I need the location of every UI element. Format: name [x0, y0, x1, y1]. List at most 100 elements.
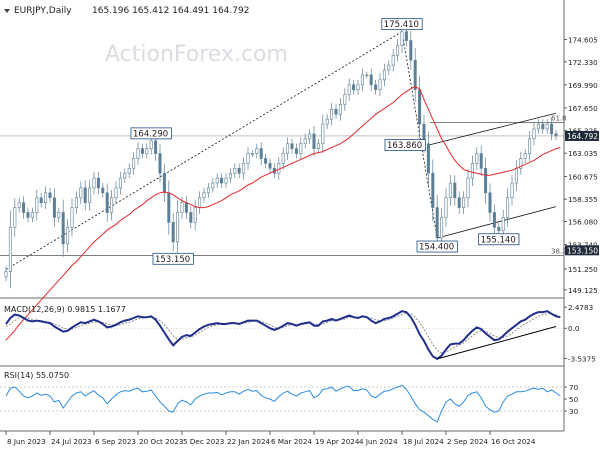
candle-body: [550, 123, 554, 135]
candle-body: [70, 207, 74, 228]
macd-tick-label: -3.5375: [568, 354, 596, 363]
fib-382-label: 38.2: [551, 248, 567, 256]
macd-trendline: [437, 326, 557, 360]
candle-body: [391, 54, 395, 66]
date-tick-label: 16 Oct 2024: [491, 437, 536, 446]
candle-body: [352, 84, 356, 90]
candle-body: [303, 138, 307, 145]
candle-body: [211, 182, 215, 189]
rsi-tick-label: 30: [569, 407, 579, 416]
macd-line: [5, 310, 561, 361]
candle-body: [541, 123, 545, 130]
candle-body: [330, 109, 334, 120]
annotation-box: [130, 127, 172, 140]
candle-body: [545, 123, 549, 130]
candle-body: [492, 212, 496, 228]
watermark-text: ActionForex.com: [105, 42, 288, 67]
candle-body: [224, 177, 228, 184]
date-tick-label: 2 Sep 2024: [447, 437, 488, 446]
candle-body: [400, 31, 404, 46]
candle-body: [48, 192, 52, 199]
symbol-timeframe-label: EURJPY,Daily: [14, 6, 72, 16]
macd-tick-label: 0.0: [568, 324, 580, 333]
candle-body: [426, 143, 430, 174]
candle-body: [242, 163, 246, 174]
candle-body: [158, 153, 162, 174]
candle-body: [83, 187, 87, 203]
candle-body: [149, 140, 153, 149]
rsi-label: RSI(14) 55.0750: [4, 371, 69, 380]
candle-body: [66, 226, 70, 245]
date-tick-label: 8 Jun 2023: [7, 437, 46, 446]
candle-body: [378, 79, 382, 90]
candle-body: [268, 163, 272, 169]
annotation-label: 155.140: [481, 235, 516, 245]
candle-body: [418, 89, 422, 125]
level-153150-box: [565, 245, 599, 256]
candle-body: [189, 212, 193, 223]
candle-body: [519, 158, 523, 169]
price-tick-label: 156.080: [568, 218, 598, 227]
candle-body: [321, 123, 325, 145]
price-levels: [0, 122, 564, 256]
macd-label: MACD(12,26,9) 0.9815 1.1677: [4, 305, 126, 314]
annotation-label: 163.860: [387, 141, 422, 151]
candle-body: [532, 128, 536, 140]
dropdown-triangle-icon[interactable]: [4, 9, 10, 13]
candle-body: [184, 202, 188, 213]
price-tick-label: 149.125: [568, 286, 598, 295]
annotation-box: [384, 139, 426, 151]
candle-body: [334, 109, 338, 115]
candle-body: [105, 192, 109, 213]
macd-tick-label: 2.4783: [568, 303, 593, 312]
price-tick-label: 172.330: [568, 58, 598, 67]
candle-body: [308, 133, 312, 140]
price-tick-label: 160.675: [568, 172, 598, 181]
candle-body: [514, 167, 518, 184]
candle-body: [96, 177, 100, 189]
candle-body: [501, 217, 505, 232]
candle-body: [523, 153, 527, 159]
candle-body: [215, 177, 219, 184]
candle-body: [462, 197, 466, 208]
date-tick-label: 6 Sep 2023: [95, 437, 136, 446]
price-tick-label: 153.740: [568, 241, 598, 250]
candle-body: [404, 31, 408, 41]
candle-body: [374, 84, 378, 90]
candle-body: [110, 197, 114, 213]
annotation-label: 164.290: [133, 129, 168, 139]
rsi-tick-label: 50: [569, 395, 579, 404]
candle-body: [22, 202, 26, 213]
annotation-box: [152, 252, 194, 265]
candle-body: [171, 222, 175, 243]
candle-body: [409, 40, 413, 61]
candle-body: [123, 172, 127, 179]
candle-body: [536, 123, 540, 130]
candle-body: [237, 167, 241, 174]
candle-body: [118, 177, 122, 189]
candle-body: [506, 197, 510, 218]
price-trendline-2: [437, 206, 557, 239]
candle-body: [233, 167, 237, 174]
candle-body: [52, 197, 56, 218]
candle-body: [13, 207, 17, 228]
candle-body: [365, 74, 369, 77]
candle-body: [35, 197, 39, 213]
candle-body: [26, 212, 30, 218]
candle-body: [57, 212, 61, 218]
candle-body: [347, 84, 351, 95]
candle-body: [325, 118, 329, 125]
candle-body: [448, 182, 452, 199]
candle-body: [140, 148, 144, 154]
candle-body: [470, 163, 474, 179]
candle-body: [228, 172, 232, 179]
rsi-line: [5, 384, 561, 423]
date-tick-label: 6 Mar 2024: [271, 437, 312, 446]
candle-body: [488, 192, 492, 213]
candle-body: [162, 172, 166, 194]
candle-body: [79, 187, 83, 199]
price-tick-label: 163.035: [568, 149, 598, 158]
candle-body: [281, 153, 285, 164]
date-tick-label: 5 Dec 2023: [183, 437, 224, 446]
